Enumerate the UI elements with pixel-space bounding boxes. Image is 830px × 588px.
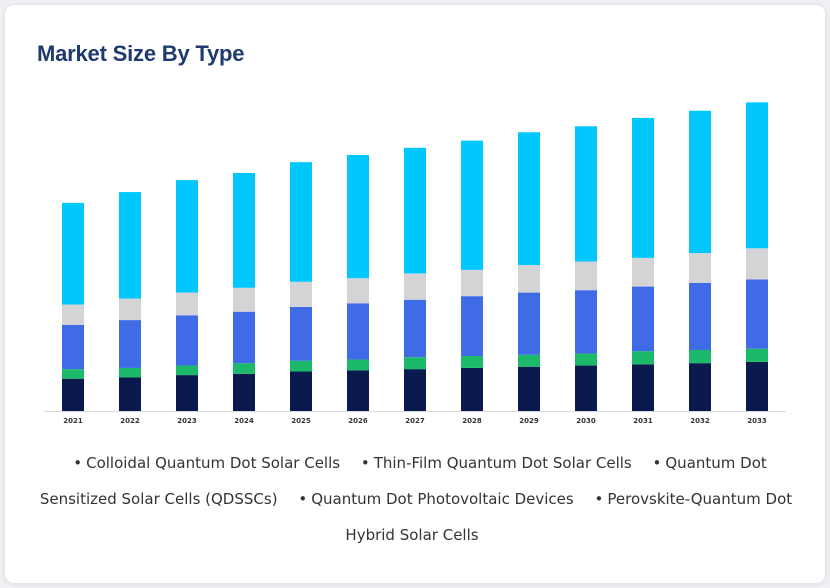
- bar-segment: [632, 351, 654, 365]
- bar-segment: [404, 299, 426, 358]
- bar-segment: [575, 353, 597, 366]
- bar-segment: [233, 363, 255, 374]
- x-tick-label: 2031: [633, 417, 653, 425]
- x-tick-labels: 2021 2022 2023 2024 2025 2026 2027 2028 2029 2030…: [63, 417, 767, 425]
- bar-segment: [290, 371, 312, 411]
- bar-segment: [62, 324, 84, 370]
- legend-item: • Quantum Dot Sensitized Solar Cells (QDS…: [40, 454, 767, 508]
- x-tick-label: 2025: [291, 417, 311, 425]
- bar-segment: [290, 281, 312, 307]
- bar-segment: [404, 147, 426, 274]
- bar-segment: [746, 361, 768, 411]
- bar-segment: [632, 364, 654, 411]
- bar-segment: [176, 315, 198, 366]
- x-tick-label: 2024: [234, 417, 254, 425]
- legend: • Colloidal Quantum Dot Solar Cells • Thin…: [36, 445, 796, 553]
- bar-segment: [689, 282, 711, 350]
- bar-segment: [689, 363, 711, 411]
- bar-segment: [404, 369, 426, 411]
- legend-label: Quantum Dot Photovoltaic Devices: [311, 490, 574, 508]
- bullet-icon: •: [360, 454, 370, 472]
- bar-segment: [746, 279, 768, 349]
- bar-segment: [290, 360, 312, 372]
- bar-segment: [461, 269, 483, 297]
- bar-segment: [347, 370, 369, 411]
- x-tick-label: 2033: [747, 417, 767, 425]
- bar-segment: [119, 192, 141, 299]
- bar-segment: [518, 265, 540, 293]
- bullet-icon: •: [73, 454, 83, 472]
- bar-segment: [461, 140, 483, 270]
- legend-item: • Colloidal Quantum Dot Solar Cells: [73, 454, 340, 472]
- x-tick-label: 2032: [690, 417, 710, 425]
- bar-segment: [461, 355, 483, 368]
- x-tick-label: 2021: [63, 417, 83, 425]
- bar-segment: [632, 117, 654, 258]
- bar-segment: [746, 102, 768, 249]
- bar-segment: [746, 248, 768, 280]
- bar-segment: [404, 273, 426, 300]
- x-tick-label: 2028: [462, 417, 482, 425]
- legend-item: • Quantum Dot Photovoltaic Devices: [298, 490, 573, 508]
- bar-segment: [689, 253, 711, 283]
- bar-segment: [233, 373, 255, 411]
- bar-segment: [233, 311, 255, 364]
- bar-segment: [290, 306, 312, 361]
- bar-segment: [176, 292, 198, 316]
- legend-label: Quantum Dot Sensitized Solar Cells (QDSS…: [39, 454, 767, 508]
- bar-segment: [746, 348, 768, 362]
- bar-segment: [575, 261, 597, 291]
- bar-segment: [575, 365, 597, 411]
- bar-segment: [347, 154, 369, 279]
- x-tick-label: 2027: [405, 417, 425, 425]
- bullet-icon: •: [298, 490, 308, 508]
- legend-label: Perovskite-Quantum Dot Hybrid Solar Cell…: [345, 490, 793, 544]
- bar-segment: [233, 287, 255, 312]
- bullet-icon: •: [652, 454, 662, 472]
- bar-segment: [62, 369, 84, 379]
- x-tick-label: 2022: [120, 417, 140, 425]
- legend-item: • Perovskite-Quantum Dot Hybrid Solar Cel…: [345, 490, 792, 544]
- bar-segment: [62, 304, 84, 325]
- bars-group: [62, 102, 768, 411]
- bar-segment: [575, 290, 597, 354]
- bar-segment: [461, 367, 483, 411]
- bar-segment: [347, 303, 369, 360]
- bar-segment: [119, 320, 141, 368]
- bar-segment: [62, 378, 84, 411]
- x-tick-label: 2023: [177, 417, 197, 425]
- bar-segment: [518, 292, 540, 355]
- bar-segment: [119, 377, 141, 411]
- bar-segment: [119, 298, 141, 321]
- bar-segment: [632, 286, 654, 352]
- legend-item: • Thin-Film Quantum Dot Solar Cells: [361, 454, 632, 472]
- bar-segment: [518, 354, 540, 367]
- bar-segment: [347, 278, 369, 304]
- bar-segment: [689, 349, 711, 364]
- bar-segment: [575, 126, 597, 262]
- bar-segment: [518, 366, 540, 411]
- bar-segment: [62, 202, 84, 305]
- bar-segment: [632, 257, 654, 287]
- bar-segment: [119, 367, 141, 378]
- bar-segment: [233, 172, 255, 288]
- x-tick-label: 2026: [348, 417, 368, 425]
- bar-segment: [176, 375, 198, 411]
- legend-label: Thin-Film Quantum Dot Solar Cells: [373, 454, 632, 472]
- bar-segment: [176, 180, 198, 293]
- chart-title: Market Size By Type: [37, 41, 245, 66]
- x-tick-label: 2029: [519, 417, 539, 425]
- bar-segment: [518, 132, 540, 266]
- legend-label: Colloidal Quantum Dot Solar Cells: [86, 454, 341, 472]
- bar-segment: [461, 296, 483, 356]
- bar-segment: [176, 365, 198, 376]
- x-tick-label: 2030: [576, 417, 596, 425]
- bar-segment: [290, 162, 312, 282]
- bullet-icon: •: [594, 490, 604, 508]
- bar-segment: [347, 359, 369, 371]
- bar-segment: [404, 357, 426, 370]
- bar-segment: [689, 110, 711, 254]
